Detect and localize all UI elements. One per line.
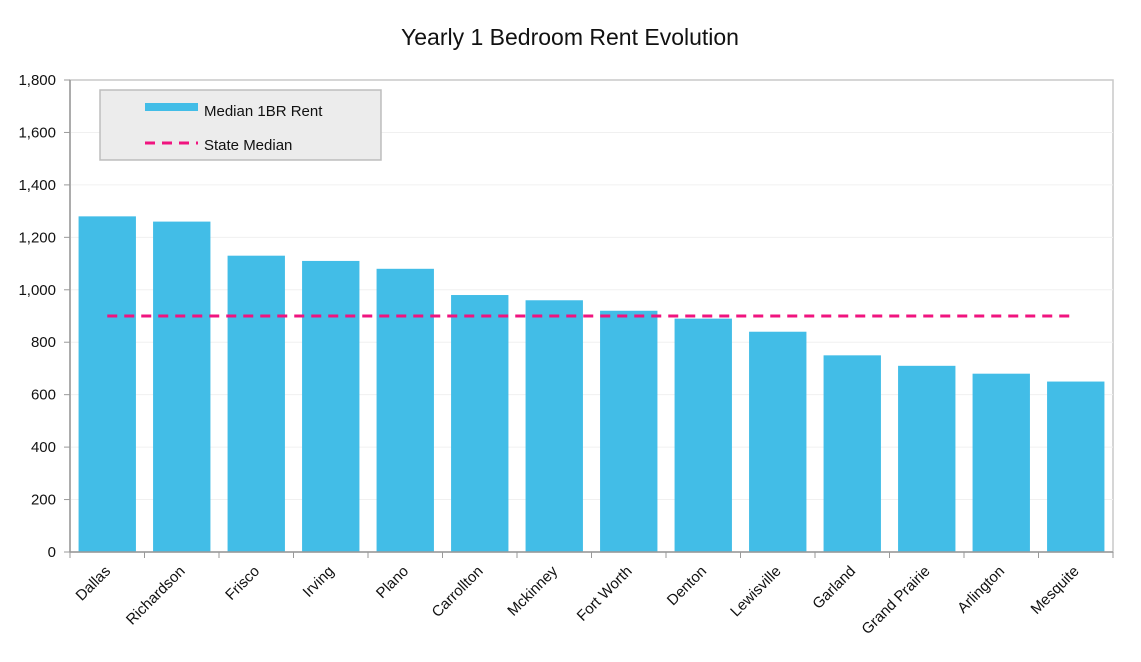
bar-arlington (972, 373, 1030, 552)
bar-plano (376, 268, 434, 552)
y-tick-label: 800 (31, 334, 56, 351)
y-tick-label: 200 (31, 492, 56, 509)
y-tick-label: 600 (31, 387, 56, 404)
y-tick-label: 400 (31, 439, 56, 456)
x-tick-label: Frisco (222, 563, 263, 604)
x-tick-label: Carrollton (429, 563, 487, 621)
x-tick-label: Garland (809, 563, 859, 613)
y-tick-label: 1,000 (18, 282, 56, 299)
y-tick-label: 1,400 (18, 177, 56, 194)
y-tick-label: 1,600 (18, 124, 56, 141)
bar-dallas (78, 216, 136, 552)
x-tick-label: Mesquite (1028, 563, 1083, 618)
x-axis-ticks: Dallas Richardson Frisco Irving Plano Carroll… (69, 552, 1114, 638)
legend-swatch-median-rent (145, 103, 198, 111)
chart-title: Yearly 1 Bedroom Rent Evolution (401, 24, 739, 50)
y-axis-ticks: 0 200 400 600 800 1,000 1,200 1,400 1,600 1,800 (18, 72, 70, 561)
y-tick-label: 1,200 (18, 229, 56, 246)
x-tick-label: Grand Prairie (858, 563, 933, 638)
bar-mesquite (1047, 381, 1105, 552)
x-tick-label: Arlington (954, 563, 1008, 617)
bar-irving (302, 260, 360, 552)
x-tick-label: Lewisville (727, 563, 784, 620)
bar-fort-worth (600, 310, 658, 552)
bar-frisco (227, 255, 285, 552)
x-tick-label: Irving (300, 563, 338, 601)
bar-mckinney (525, 300, 583, 552)
x-tick-label: Richardson (123, 563, 189, 629)
x-tick-label: Dallas (73, 563, 114, 604)
y-tick-label: 1,800 (18, 72, 56, 89)
bars (78, 216, 1105, 552)
legend-label-state-median: State Median (204, 137, 292, 154)
x-tick-label: Fort Worth (574, 563, 636, 625)
legend-box (99, 89, 382, 161)
y-tick-label: 0 (48, 544, 56, 561)
bar-carrollton (451, 295, 509, 552)
bar-garland (823, 355, 881, 552)
legend-label-median-rent: Median 1BR Rent (204, 103, 323, 120)
x-tick-label: Plano (373, 563, 412, 602)
bar-denton (674, 318, 732, 552)
bar-grand-prairie (898, 365, 956, 552)
bar-lewisville (749, 331, 807, 552)
legend: Median 1BR Rent State Median (99, 89, 382, 161)
bar-richardson (153, 221, 211, 552)
x-tick-label: Denton (664, 563, 710, 609)
x-tick-label: Mckinney (504, 562, 561, 619)
